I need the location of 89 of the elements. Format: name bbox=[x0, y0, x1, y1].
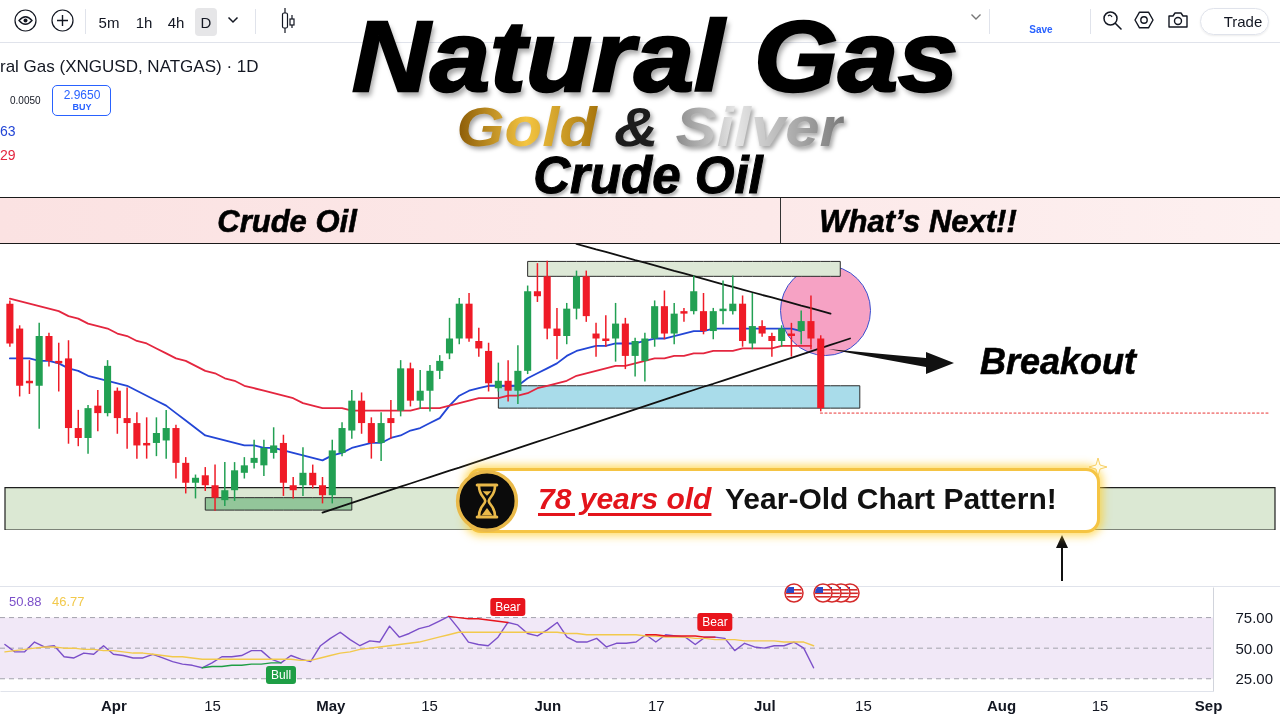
text: 1h bbox=[135, 13, 153, 31]
candlestick bbox=[709, 307, 717, 340]
text: Trade bbox=[1223, 12, 1263, 30]
x-tick-label: Apr bbox=[100, 696, 127, 714]
text: What’s Next!! bbox=[819, 203, 1017, 239]
x-tick-label: Sep bbox=[1194, 696, 1223, 714]
candlestick bbox=[416, 370, 424, 409]
candlestick bbox=[162, 409, 170, 459]
line-series bbox=[4, 631, 815, 662]
candlestick bbox=[553, 307, 561, 360]
x-tick-label: 15 bbox=[421, 696, 438, 714]
text: 0.0050 bbox=[10, 95, 41, 106]
candlestick bbox=[309, 464, 317, 489]
candlestick bbox=[240, 457, 248, 479]
text: 63 bbox=[0, 123, 16, 139]
candlestick bbox=[729, 275, 737, 315]
candlestick bbox=[387, 399, 395, 439]
candlestick bbox=[748, 292, 756, 350]
candlestick bbox=[690, 275, 698, 315]
text: Crude Oil bbox=[533, 146, 763, 204]
x-tick-label: Jun bbox=[534, 696, 562, 714]
text: 2.9650 bbox=[63, 88, 101, 102]
series-label: Bear bbox=[490, 598, 526, 617]
candlestick bbox=[514, 345, 522, 404]
series-label: Bear bbox=[697, 613, 733, 632]
x-tick-label: 15 bbox=[204, 696, 221, 714]
candlestick bbox=[74, 409, 82, 447]
candlestick bbox=[436, 355, 444, 380]
candlestick bbox=[533, 263, 541, 302]
line-series bbox=[448, 615, 509, 624]
candlestick bbox=[260, 439, 268, 477]
candlestick bbox=[670, 302, 678, 345]
candlestick bbox=[699, 292, 708, 335]
candlestick bbox=[358, 392, 366, 434]
candlestick bbox=[797, 310, 805, 345]
annotation: 78 years old bbox=[538, 482, 712, 515]
candlestick bbox=[133, 412, 141, 459]
candlestick bbox=[152, 417, 160, 457]
candlestick bbox=[475, 327, 483, 357]
candlestick bbox=[445, 317, 454, 360]
annotation: 46.77 bbox=[52, 593, 85, 609]
text: 29 bbox=[0, 147, 16, 163]
candlestick bbox=[250, 439, 258, 469]
candlestick bbox=[191, 474, 200, 499]
candlestick bbox=[641, 332, 649, 382]
candlestick bbox=[426, 365, 434, 412]
candlestick bbox=[318, 477, 327, 504]
candlestick bbox=[367, 417, 375, 459]
candlestick bbox=[231, 462, 239, 501]
candlestick bbox=[494, 362, 502, 392]
candlestick bbox=[680, 307, 688, 322]
candlestick bbox=[211, 464, 219, 511]
candlestick bbox=[94, 389, 102, 432]
candlestick bbox=[612, 302, 620, 362]
text: Save bbox=[1029, 24, 1053, 35]
x-tick-label: 17 bbox=[647, 696, 665, 714]
candlestick bbox=[299, 447, 307, 496]
x-tick-label: May bbox=[316, 696, 347, 714]
text: ral Gas (XNGUSD, NATGAS) · 1D bbox=[0, 56, 259, 76]
series-label: Bull bbox=[266, 665, 297, 684]
candlestick bbox=[768, 332, 776, 357]
y-tick-label: 75.00 bbox=[1235, 609, 1274, 627]
line-series bbox=[4, 615, 815, 669]
candlestick bbox=[807, 295, 815, 350]
candlestick bbox=[377, 412, 385, 462]
candlestick bbox=[270, 427, 278, 459]
x-tick-label: Aug bbox=[986, 696, 1017, 714]
candlestick bbox=[631, 337, 639, 377]
text: 5m bbox=[98, 13, 120, 31]
y-tick-label: 25.00 bbox=[1235, 670, 1274, 688]
candlestick bbox=[123, 387, 131, 449]
candlestick bbox=[201, 467, 209, 491]
candlestick bbox=[778, 325, 786, 347]
x-tick-label: Jul bbox=[753, 696, 776, 714]
candlestick bbox=[289, 477, 297, 499]
annotation: 50.88 bbox=[9, 593, 42, 609]
x-tick-label: 15 bbox=[855, 696, 872, 714]
annotation: Year-Old Chart Pattern! bbox=[725, 482, 1057, 515]
text: BUY bbox=[72, 101, 92, 112]
text: D bbox=[200, 13, 212, 31]
candlestick bbox=[182, 457, 190, 494]
y-tick-label: 50.00 bbox=[1235, 639, 1274, 657]
text: Crude Oil bbox=[217, 203, 357, 239]
candlestick bbox=[592, 322, 600, 357]
candlestick bbox=[221, 462, 229, 506]
text: 4h bbox=[167, 13, 185, 31]
annotation: Breakout bbox=[979, 341, 1137, 382]
x-tick-label: 15 bbox=[1091, 696, 1109, 714]
candlestick bbox=[504, 360, 512, 402]
